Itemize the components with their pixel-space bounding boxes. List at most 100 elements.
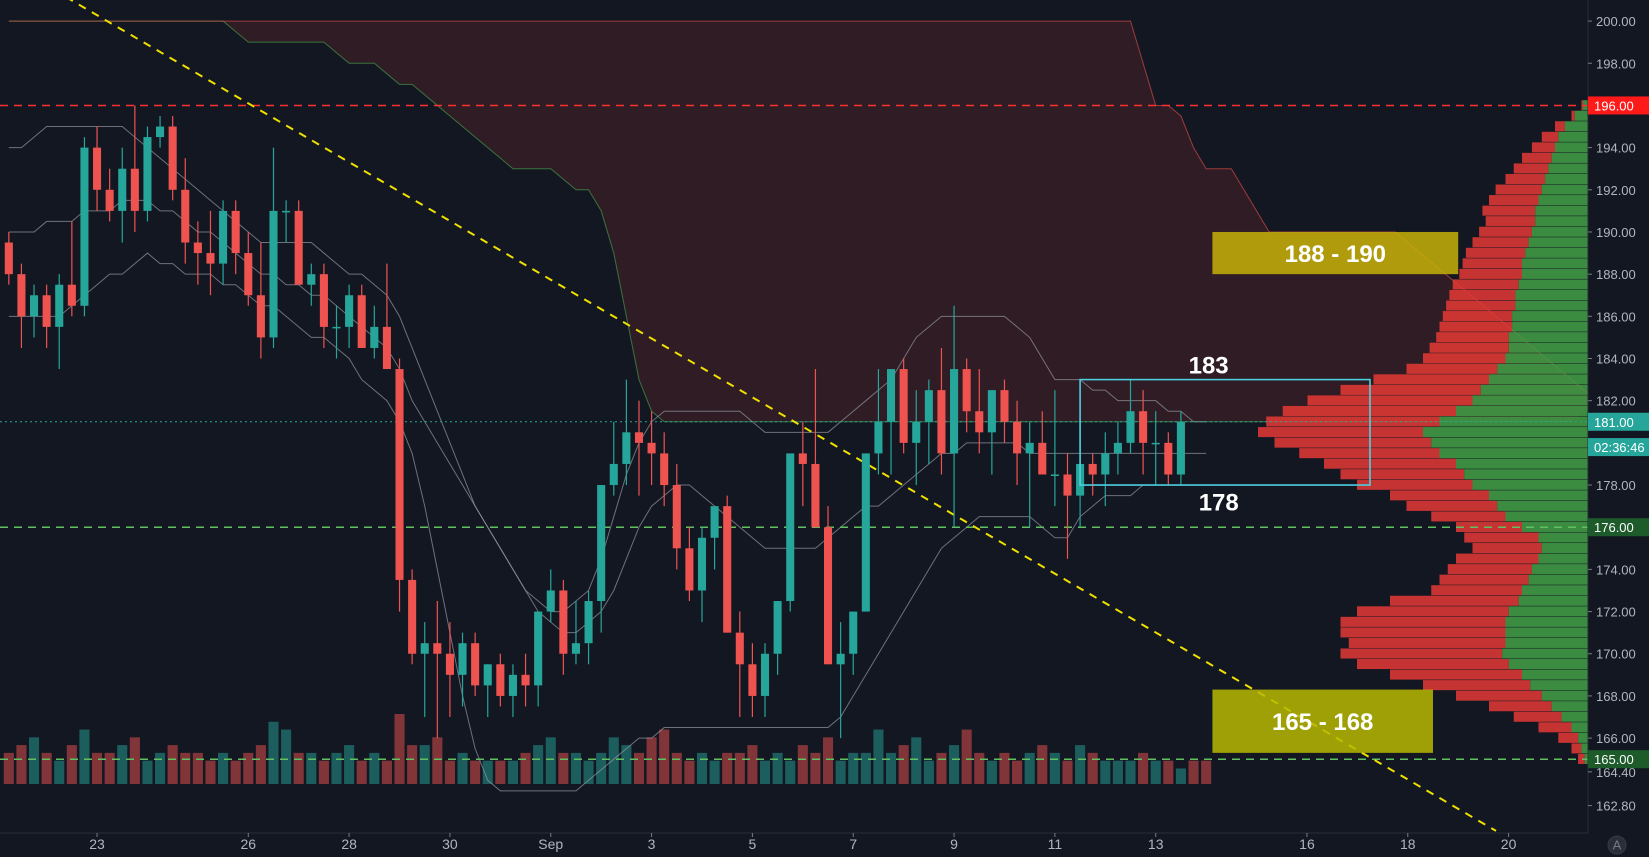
auto-scale-button[interactable] [1607, 835, 1627, 855]
volume-bar [1188, 760, 1199, 784]
candles [4, 105, 1185, 739]
profile-buy-bar [1522, 258, 1588, 269]
profile-buy-bar [1472, 479, 1588, 490]
price-tick-label: 178.00 [1596, 478, 1636, 493]
volume-bar [608, 737, 619, 784]
profile-buy-bar [1555, 142, 1588, 153]
candle-body [521, 674, 530, 686]
candle-body [861, 453, 870, 612]
profile-buy-bar [1518, 595, 1588, 606]
profile-sell-bar [1406, 500, 1498, 511]
profile-buy-bar [1505, 616, 1588, 627]
volume-bar [104, 752, 115, 784]
volume-bar [520, 752, 531, 784]
time-tick-label: 28 [341, 836, 357, 852]
profile-buy-bar [1505, 353, 1588, 364]
volume-bar [457, 752, 468, 784]
volume-bar [659, 729, 670, 784]
time-tick-label: 3 [648, 836, 656, 852]
volume-bar [621, 745, 632, 784]
profile-buy-bar [1531, 564, 1588, 575]
profile-sell-bar [1513, 163, 1549, 174]
profile-sell-bar [1357, 606, 1509, 617]
range-box-rect [1079, 378, 1371, 486]
volume-bar [66, 745, 77, 784]
price-tick-label: 190.00 [1596, 225, 1636, 240]
profile-sell-bar [1340, 648, 1503, 659]
profile-sell-bar [1452, 279, 1519, 290]
profile-sell-bar [1357, 659, 1509, 670]
profile-sell-bar [1522, 152, 1552, 163]
profile-buy-bar [1439, 448, 1588, 459]
candle-body [156, 126, 165, 138]
time-tick-label: 9 [950, 836, 958, 852]
candle-body [105, 189, 114, 211]
time-tick-label: 11 [1048, 836, 1063, 852]
volume-bar [671, 752, 682, 784]
time-axis[interactable]: 23 26 28 30 Sep 3 5 7 9 11 13 16 18 20 A [0, 832, 1627, 857]
profile-buy-bar [1515, 289, 1588, 301]
candle-body [256, 295, 265, 338]
volume-bar [331, 752, 342, 784]
candle-body [811, 463, 820, 528]
volume-bar [1062, 760, 1073, 784]
candle-body [597, 485, 606, 602]
profile-sell-bar [1357, 479, 1473, 490]
price-axis[interactable]: 200.00 198.00 194.00 192.00 190.00 188.00 186.… [1587, 0, 1649, 857]
volume-bar [848, 752, 859, 784]
candle-body [571, 643, 580, 654]
candle-body [1088, 463, 1097, 475]
volume-bar [533, 745, 544, 784]
price-badge [1588, 412, 1649, 431]
time-tick-label: 13 [1148, 836, 1164, 852]
candle-body [181, 189, 190, 243]
candle-body [357, 295, 366, 348]
profile-buy-bar [1551, 701, 1588, 712]
profile-sell-bar [1390, 490, 1489, 501]
volume-bar [797, 745, 808, 784]
profile-buy-bar [1541, 690, 1588, 701]
profile-sell-bar [1462, 258, 1522, 269]
candle-body [382, 326, 391, 370]
profile-sell-bar [1274, 437, 1432, 448]
volume-bar [974, 752, 985, 784]
volume-bar [16, 745, 27, 784]
volume-bar [949, 745, 960, 784]
price-badge [1588, 750, 1649, 769]
profile-sell-bar [1472, 237, 1529, 248]
profile-buy-bar [1508, 342, 1588, 353]
profile-sell-bar [1555, 121, 1565, 132]
time-tick-label: 26 [240, 836, 256, 852]
price-badge [1588, 96, 1649, 115]
volume-bar [419, 745, 430, 784]
candle-body [1050, 474, 1059, 476]
price-tick-label: 162.80 [1596, 799, 1636, 814]
target-zones: 188 - 190 165 - 168 [1212, 231, 1459, 753]
volume-bar [936, 752, 947, 784]
profile-buy-bar [1480, 384, 1588, 395]
profile-sell-bar [1513, 711, 1562, 722]
candle-body [874, 421, 883, 454]
candle-body [849, 611, 858, 654]
volume-bar [1087, 752, 1098, 784]
bollinger-upper-line [8, 126, 1207, 613]
candle-body [987, 390, 996, 433]
candle-body [912, 421, 921, 443]
profile-sell-bar [1340, 616, 1506, 627]
time-tick-label: 7 [849, 836, 857, 852]
profile-sell-bar [1456, 553, 1539, 564]
price-tick-label: 188.00 [1596, 267, 1636, 282]
volume-bar [684, 760, 695, 784]
time-tick-label: 30 [442, 836, 458, 852]
profile-buy-bar [1561, 711, 1588, 722]
profile-buy-bar [1489, 374, 1588, 385]
profile-sell-bar [1340, 384, 1481, 395]
profile-sell-bar [1431, 511, 1506, 522]
profile-buy-bar [1531, 226, 1588, 237]
price-tick-label: 172.00 [1596, 605, 1636, 620]
volume-bar [129, 737, 140, 784]
profile-sell-bar [1558, 732, 1579, 743]
zone-box-0 [1212, 231, 1459, 275]
profile-sell-bar [1390, 669, 1522, 680]
bollinger-lower-line [8, 252, 1207, 792]
